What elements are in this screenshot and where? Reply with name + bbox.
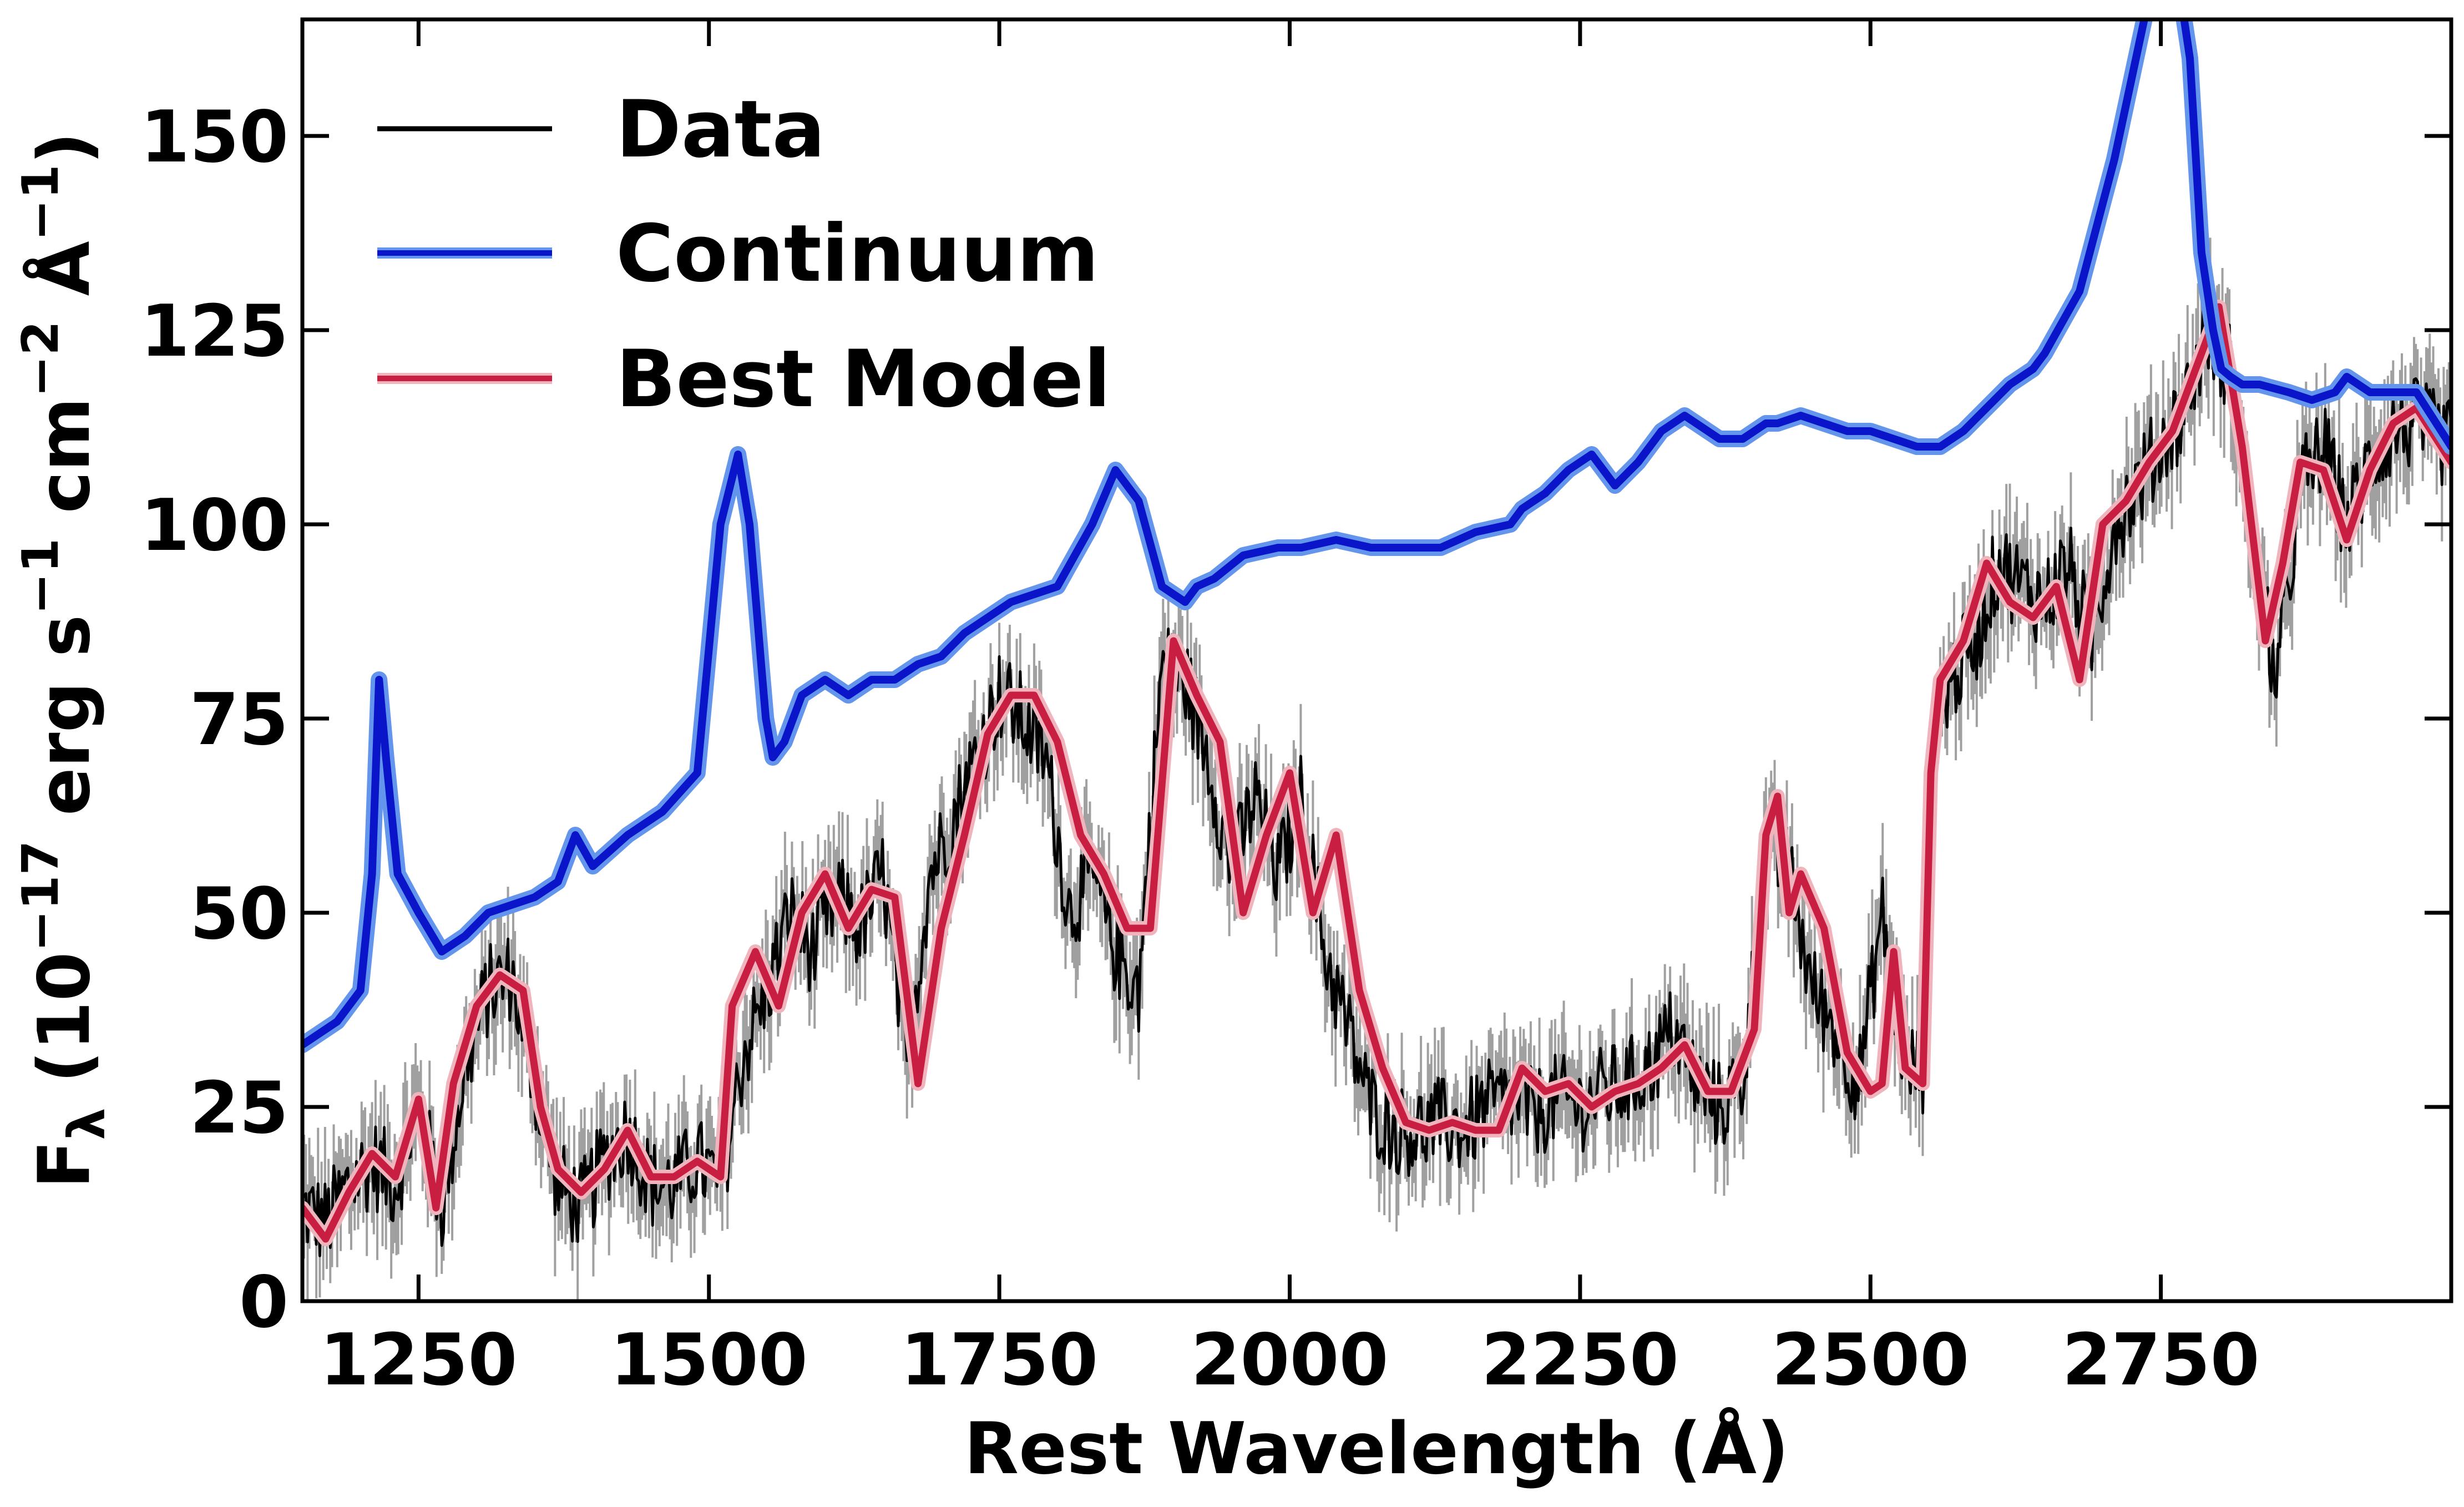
x-tick-label: 1750 bbox=[900, 1319, 1098, 1402]
y-tick-label: 0 bbox=[239, 1261, 289, 1344]
x-tick-label: 1500 bbox=[610, 1319, 808, 1402]
y-tick-label: 25 bbox=[190, 1067, 289, 1150]
y-axis-title: Fλ (10−17 erg s−1 cm−2 Å−1) bbox=[12, 132, 117, 1189]
series-continuum bbox=[302, 19, 2451, 1053]
series-best-model bbox=[302, 300, 2451, 1246]
x-tick-label: 2250 bbox=[1481, 1319, 1679, 1402]
x-tick-label: 2500 bbox=[1772, 1319, 1969, 1402]
data-line bbox=[302, 291, 2451, 1257]
plot-area bbox=[302, 19, 2451, 1301]
y-tick-label: 75 bbox=[190, 679, 289, 761]
y-tick-label: 100 bbox=[140, 484, 289, 567]
x-tick-label: 2750 bbox=[2062, 1319, 2259, 1402]
x-tick-label: 1250 bbox=[320, 1319, 517, 1402]
y-tick-label: 150 bbox=[140, 96, 289, 179]
y-tick-label: 125 bbox=[140, 290, 289, 373]
x-axis-title: Rest Wavelength (Å) bbox=[964, 1407, 1789, 1490]
continuum-line bbox=[302, 19, 2451, 1049]
plot-frame bbox=[300, 17, 2453, 1303]
best-model-line bbox=[302, 303, 2451, 1243]
legend: Data Continuum Best Model bbox=[377, 84, 1111, 425]
legend-label-continuum: Continuum bbox=[616, 208, 1099, 300]
x-axis-ticks: 1250 1500 1750 2000 2250 2500 2750 bbox=[320, 19, 2260, 1402]
legend-label-best-model: Best Model bbox=[616, 333, 1111, 425]
y-tick-label: 50 bbox=[190, 873, 289, 955]
x-tick-label: 2000 bbox=[1191, 1319, 1388, 1402]
legend-label-data: Data bbox=[616, 84, 825, 175]
y-axis-ticks: 0 25 50 75 100 125 150 bbox=[140, 96, 2451, 1344]
